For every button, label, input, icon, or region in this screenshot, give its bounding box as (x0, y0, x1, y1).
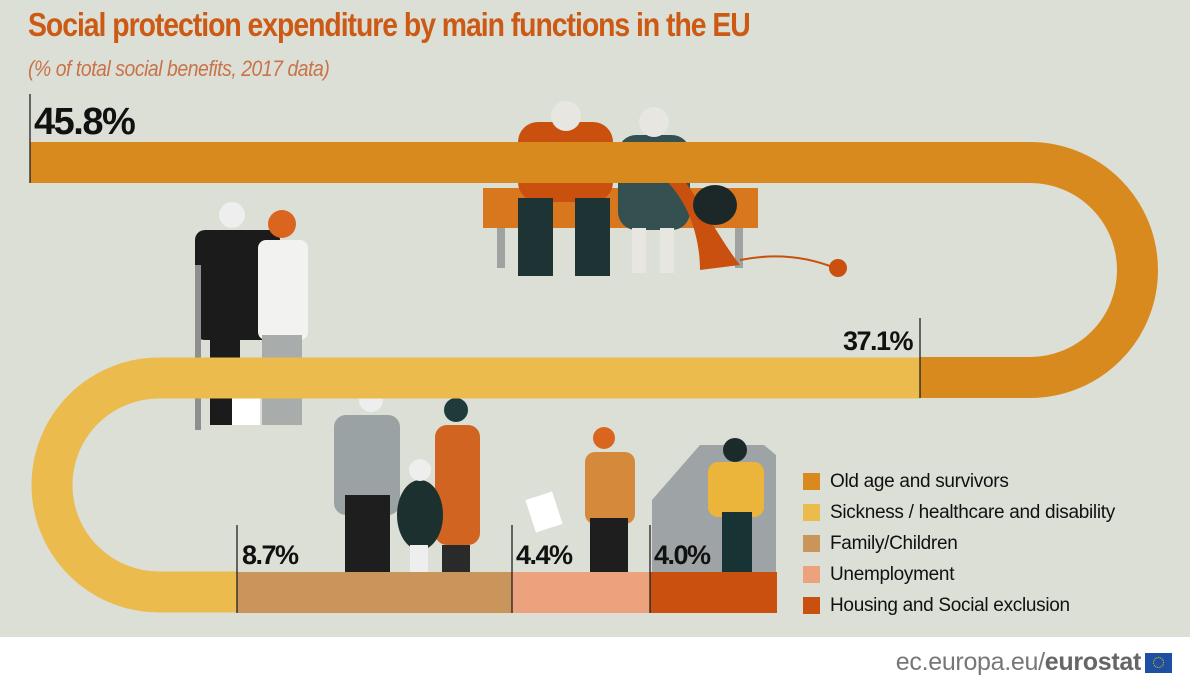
legend-label: Unemployment (830, 563, 955, 585)
value-label-family: 8.7% (242, 540, 299, 570)
legend-item: Family/Children (803, 528, 1115, 559)
legend-label: Family/Children (830, 532, 958, 554)
value-marker-lines (29, 94, 921, 613)
legend-swatch (803, 473, 820, 490)
footer-brand: eurostat (1044, 648, 1142, 676)
value-label-unemployment: 4.4% (516, 540, 573, 570)
family-illustration (334, 388, 480, 595)
legend-swatch (803, 597, 820, 614)
bar-housing-social-exclusion (650, 572, 777, 613)
legend-item: Old age and survivors (803, 466, 1115, 497)
legend: Old age and survivors Sickness / healthc… (803, 466, 1115, 621)
ribbon-chart: 45.8% 37.1% 8.7% 4.4% 4.0% (29, 94, 1158, 613)
bar-unemployment (512, 572, 650, 613)
legend-item: Unemployment (803, 559, 1115, 590)
eu-flag-icon (1145, 652, 1172, 673)
page-subtitle: (% of total social benefits, 2017 data) (28, 56, 330, 81)
value-label-sickness: 37.1% (843, 326, 914, 356)
elderly-couple-illustration (483, 101, 847, 277)
house-woman-illustration (652, 438, 776, 584)
value-label-old-age: 45.8% (34, 101, 135, 143)
legend-swatch (803, 535, 820, 552)
legend-label: Sickness / healthcare and disability (830, 501, 1115, 523)
legend-item: Housing and Social exclusion (803, 590, 1115, 621)
bar-sickness-healthcare-disability (31, 357, 920, 613)
legend-swatch (803, 566, 820, 583)
legend-item: Sickness / healthcare and disability (803, 497, 1115, 528)
value-label-housing: 4.0% (654, 540, 711, 570)
bar-old-age-and-survivors (30, 142, 1158, 398)
page-title: Social protection expenditure by main fu… (28, 6, 751, 43)
bar-family-children (237, 572, 512, 613)
legend-swatch (803, 504, 820, 521)
footer-domain: ec.europa.eu/ (895, 648, 1045, 676)
legend-label: Old age and survivors (830, 470, 1009, 492)
legend-label: Housing and Social exclusion (830, 594, 1070, 616)
footer-source: ec.europa.eu/eurostat (896, 648, 1172, 677)
